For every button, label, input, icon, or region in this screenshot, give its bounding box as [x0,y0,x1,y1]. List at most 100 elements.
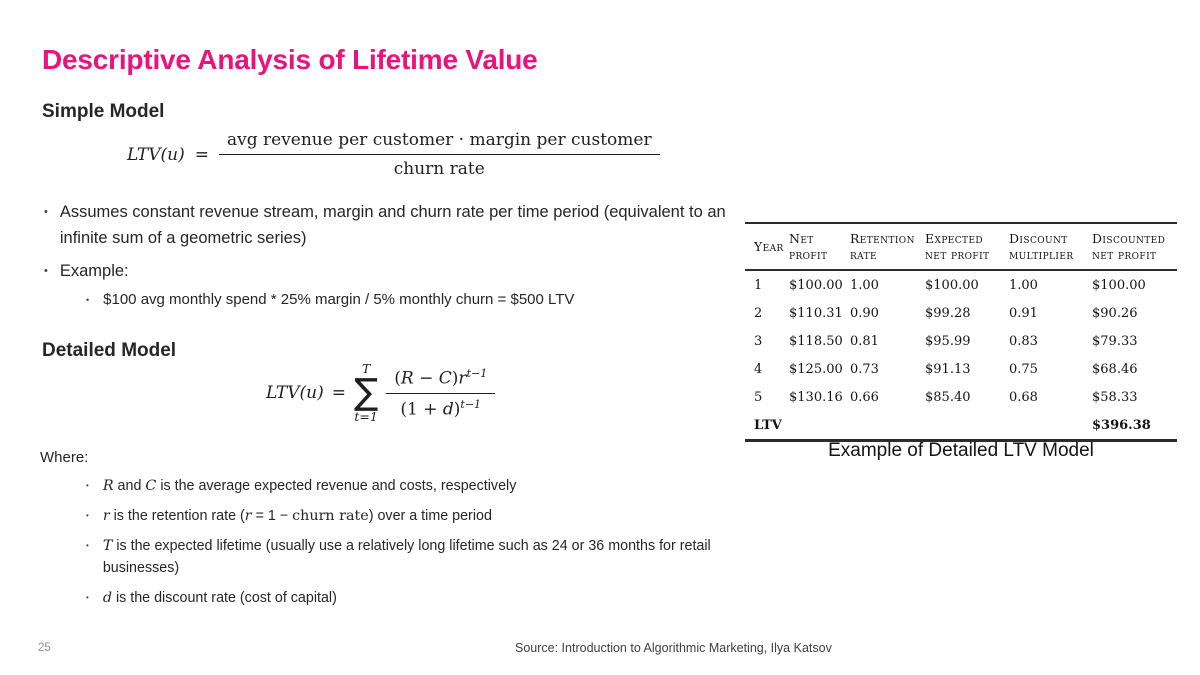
bullet-text: d is the discount rate (cost of capital) [103,587,337,609]
table-cell: $68.46 [1092,361,1138,377]
table-cell: 0.81 [850,333,879,349]
bullet-text: $100 avg monthly spend * 25% margin / 5%… [103,291,575,308]
text-segment: is the expected lifetime (usually use a … [102,538,711,576]
column-header: Discount multiplier [1009,231,1074,262]
table-cell: 0.68 [1009,389,1038,405]
bullet-assumption: • Assumes constant revenue stream, margi… [44,199,734,251]
text-segment: is the discount rate (cost of capital) [111,590,337,606]
where-bullet-lifetime: • T is the expected lifetime (usually us… [86,535,716,579]
where-label: Where: [40,449,89,466]
bullet-icon: • [44,206,48,218]
text-segment: d [102,590,112,606]
text-segment: and [113,478,146,494]
text-segment: r [102,508,110,524]
text-segment: ) [453,399,461,420]
table-cell: 0.91 [1009,305,1038,321]
denominator-exponent: t−1 [460,397,482,411]
fraction-denominator: (1 + d)t−1 [386,394,495,420]
text-segment: r [458,368,467,389]
table-cell: 4 [754,361,763,377]
text-segment: ) over a time period [368,508,492,524]
table-cell: 0.75 [1009,361,1038,377]
table-row: 1 $100.00 1.00 $100.00 1.00 $100.00 [745,270,1177,299]
text-segment: d [442,399,454,420]
bullet-icon: • [86,541,89,550]
table-cell: $130.16 [789,389,843,405]
table-cell: 2 [754,305,763,321]
summation: T ∑ t=1 [354,362,378,425]
formula-lhs: LTV(u) [266,383,324,404]
detailed-model-formula: LTV(u) = T ∑ t=1 (R − C)rt−1 (1 + d)t−1 [266,362,496,425]
denominator-base: (1 + d) [400,399,460,419]
text-segment: ) [451,368,459,389]
table-cell: $118.50 [789,333,843,349]
bullet-icon: • [86,511,89,520]
table-cell [1009,411,1092,441]
simple-model-formula: LTV(u) = avg revenue per customer · marg… [127,130,660,179]
page-number: 25 [38,642,51,654]
bullet-icon: • [86,593,89,602]
table-cell: 0.66 [850,389,879,405]
table-row: 4 $125.00 0.73 $91.13 0.75 $68.46 [745,355,1177,383]
table-cell [789,411,850,441]
table-cell: 5 [754,389,763,405]
bullet-text: Example: [59,262,129,280]
sum-lower-limit: t=1 [354,409,378,425]
text-segment: ( [394,368,401,389]
text-segment: C [438,368,452,389]
bullet-icon: • [44,265,48,277]
bullet-icon: • [86,481,89,490]
column-header: Year [754,238,784,254]
fraction: (R − C)rt−1 (1 + d)t−1 [386,367,496,420]
table-cell: 0.73 [850,361,879,377]
text-segment: is the average expected revenue and cost… [156,478,517,494]
table-cell: $125.00 [789,361,843,377]
text-segment: R [102,478,114,494]
text-segment: is the retention rate ( [109,508,245,524]
table-cell: 0.90 [850,305,879,321]
numerator-base: (R − C)r [394,369,466,389]
equals-sign: = [194,144,209,165]
table-row: 5 $130.16 0.66 $85.40 0.68 $58.33 [745,383,1177,411]
text-segment: − [413,368,439,389]
table-cell: $100.00 [1092,277,1146,293]
table-cell: $58.33 [1092,389,1138,405]
fraction: avg revenue per customer · margin per cu… [218,130,660,179]
table-cell: 1 [754,277,763,293]
slide-title: Descriptive Analysis of Lifetime Value [42,44,538,75]
table-cell: 3 [754,333,763,349]
table-cell: LTV [754,417,782,433]
column-header: Net profit [789,231,828,262]
table-cell: 1.00 [850,277,879,293]
bullet-text: T is the expected lifetime (usually use … [103,535,716,579]
column-header: Retention rate [850,231,915,262]
bullet-text: R and C is the average expected revenue … [103,475,517,497]
simple-model-bullets: • Assumes constant revenue stream, margi… [44,199,734,284]
table-row: 2 $110.31 0.90 $99.28 0.91 $90.26 [745,299,1177,327]
where-bullet-retention: • r is the retention rate (r = 1 − churn… [86,505,716,527]
numerator-exponent: t−1 [466,367,488,381]
column-header: Discounted net profit [1092,231,1166,262]
bullet-example: • Example: [44,258,734,284]
table-cell: $100.00 [925,277,979,293]
table-total-row: LTV $396.38 [745,411,1177,441]
table-cell [925,411,1009,441]
equals-sign: = [331,383,346,404]
table-cell: $95.99 [925,333,971,349]
formula-lhs: LTV(u) [127,144,185,165]
text-segment: = 1 − [251,508,293,524]
where-bullet-discount: • d is the discount rate (cost of capita… [86,587,716,609]
detailed-model-heading: Detailed Model [42,340,177,361]
simple-model-heading: Simple Model [42,101,165,122]
text-segment: (1 + [400,399,443,420]
table-header-row: Year Net profit Retention rate Expected net pr… [745,223,1177,271]
fraction-numerator: (R − C)rt−1 [386,367,496,394]
table-caption: Example of Detailed LTV Model [828,440,1094,461]
text-segment: R [400,368,414,389]
table-cell: $79.33 [1092,333,1138,349]
table-cell: $396.38 [1092,417,1151,433]
table-row: 3 $118.50 0.81 $95.99 0.83 $79.33 [745,327,1177,355]
where-bullet-r-c: • R and C is the average expected revenu… [86,475,716,497]
table-cell: 0.83 [1009,333,1038,349]
bullet-icon: • [86,295,90,305]
